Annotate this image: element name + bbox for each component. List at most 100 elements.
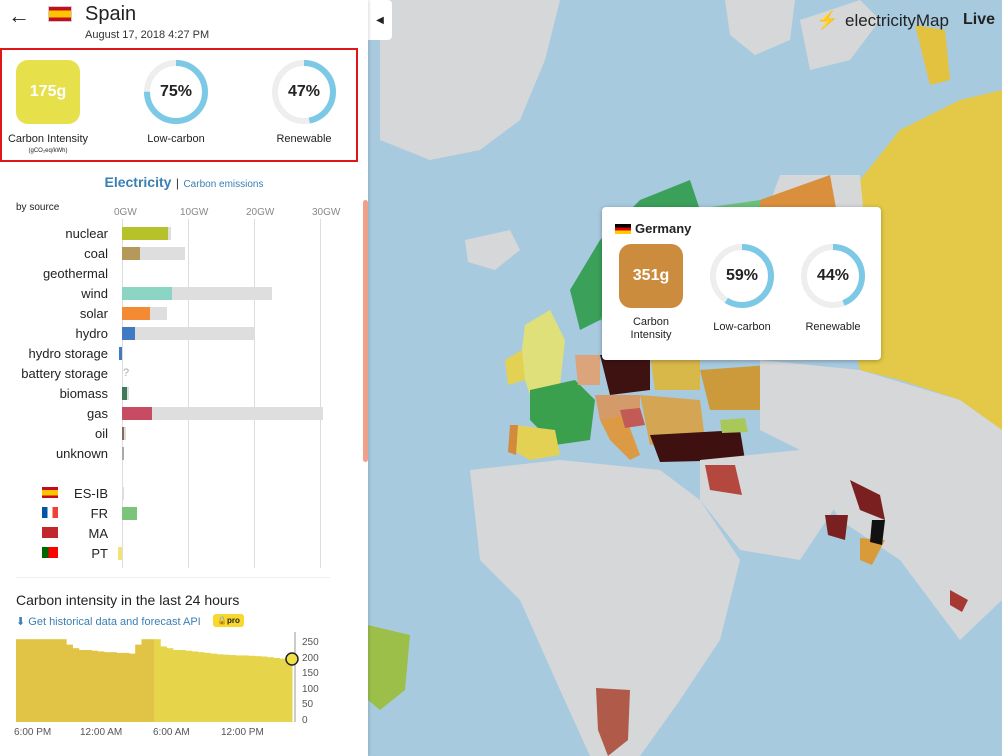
history-bar[interactable] — [78, 650, 86, 722]
region-turkey[interactable] — [650, 430, 745, 462]
panel-scrollbar[interactable] — [363, 200, 368, 462]
history-bar[interactable] — [160, 646, 168, 722]
history-bar[interactable] — [53, 639, 61, 722]
region-benelux[interactable] — [575, 355, 600, 385]
region-arctic-yellow[interactable] — [915, 25, 950, 85]
region-africa[interactable] — [470, 460, 740, 756]
history-bar[interactable] — [28, 639, 36, 722]
exchange-bar[interactable] — [122, 487, 124, 500]
region-brazil[interactable] — [368, 625, 410, 710]
region-namibia[interactable] — [596, 688, 630, 756]
history-bar[interactable] — [128, 653, 136, 722]
history-bar[interactable] — [185, 650, 193, 722]
history-bar[interactable] — [285, 659, 293, 722]
region-uk[interactable] — [520, 310, 565, 395]
history-bar[interactable] — [229, 655, 237, 722]
history-bar[interactable] — [191, 651, 199, 722]
tooltip-country: Germany — [635, 221, 692, 236]
tab-electricity[interactable]: Electricity — [104, 174, 172, 190]
arrow-left-icon[interactable]: ← — [8, 3, 30, 28]
history-bar[interactable] — [241, 655, 249, 722]
history-bar[interactable] — [116, 652, 124, 722]
history-bar[interactable] — [248, 655, 255, 722]
download-icon: ⬇ — [16, 616, 26, 628]
production-bar[interactable] — [122, 247, 140, 260]
history-bar[interactable] — [22, 639, 30, 722]
history-bar[interactable] — [16, 639, 23, 722]
production-bar[interactable] — [122, 287, 173, 300]
history-bar[interactable] — [254, 656, 262, 722]
history-bar[interactable] — [122, 652, 130, 722]
history-bar[interactable] — [85, 650, 92, 722]
production-bar[interactable] — [122, 227, 169, 240]
history-bar[interactable] — [154, 639, 161, 722]
exchange-bar[interactable] — [118, 547, 122, 560]
region-malaysia[interactable] — [950, 590, 968, 612]
collapse-panel-button[interactable]: ◀ — [368, 0, 392, 40]
region-ukraine[interactable] — [700, 365, 775, 410]
region-india-s[interactable] — [860, 538, 885, 565]
history-bar[interactable] — [141, 639, 149, 722]
history-bar[interactable] — [34, 639, 42, 722]
history-bar[interactable] — [204, 652, 211, 722]
production-bar[interactable] — [122, 427, 124, 440]
region-balkans-red[interactable] — [620, 408, 645, 428]
region-balkans[interactable] — [640, 395, 705, 445]
production-bar[interactable] — [122, 307, 150, 320]
region-greenland[interactable] — [380, 0, 560, 160]
region-ireland[interactable] — [505, 350, 525, 385]
history-bar[interactable] — [110, 652, 117, 722]
history-bar[interactable] — [66, 644, 73, 722]
history-bar[interactable] — [103, 652, 111, 722]
region-israel[interactable] — [705, 465, 742, 495]
history-bar[interactable] — [172, 650, 180, 722]
region-india-black[interactable] — [870, 520, 885, 545]
region-france[interactable] — [530, 380, 595, 445]
history-bar[interactable] — [91, 650, 99, 722]
production-bar[interactable] — [122, 327, 136, 340]
history-bar[interactable] — [166, 648, 174, 722]
region-svalbard[interactable] — [725, 0, 795, 55]
region-italy[interactable] — [600, 415, 640, 460]
history-bar[interactable] — [47, 639, 55, 722]
history-bar[interactable] — [223, 654, 230, 722]
region-india-ne[interactable] — [850, 480, 885, 520]
production-bar[interactable] — [122, 447, 124, 460]
history-bar[interactable] — [147, 639, 155, 722]
history-bar[interactable] — [197, 652, 205, 722]
history-bar[interactable] — [235, 655, 243, 722]
mode-separator: | — [175, 176, 179, 190]
region-novaya[interactable] — [800, 0, 880, 70]
history-bar[interactable] — [72, 648, 80, 722]
history-bar[interactable] — [135, 644, 142, 722]
region-india-w[interactable] — [825, 515, 848, 540]
history-bar[interactable] — [210, 653, 218, 722]
tab-carbon-emissions[interactable]: Carbon emissions — [183, 179, 264, 190]
region-germany[interactable] — [600, 355, 650, 395]
region-spain[interactable] — [512, 425, 560, 460]
history-bar[interactable] — [260, 656, 268, 722]
download-link[interactable]: ⬇ Get historical data and forecast API — [16, 615, 201, 628]
history-chart[interactable] — [0, 630, 310, 730]
live-toggle[interactable]: Live — [963, 11, 996, 28]
download-label[interactable]: Get historical data and forecast API — [28, 616, 201, 628]
history-bar[interactable] — [97, 651, 105, 722]
region-caucasus[interactable] — [720, 418, 748, 433]
current-marker[interactable] — [285, 652, 299, 666]
production-bar[interactable] — [122, 407, 152, 420]
germany-flag-icon — [615, 224, 631, 234]
history-bar[interactable] — [179, 650, 186, 722]
region-russia[interactable] — [850, 90, 1002, 430]
history-bar[interactable] — [279, 658, 287, 722]
history-bar[interactable] — [266, 657, 274, 722]
region-portugal[interactable] — [508, 425, 518, 455]
history-bar[interactable] — [216, 654, 224, 722]
production-bar[interactable] — [118, 347, 122, 360]
history-bar[interactable] — [59, 639, 67, 722]
region-iceland[interactable] — [465, 230, 520, 270]
history-bar[interactable] — [41, 639, 48, 722]
exchange-bar[interactable] — [122, 507, 138, 520]
history-bar[interactable] — [273, 657, 280, 722]
region-poland[interactable] — [650, 355, 700, 390]
production-bar[interactable] — [122, 387, 128, 400]
